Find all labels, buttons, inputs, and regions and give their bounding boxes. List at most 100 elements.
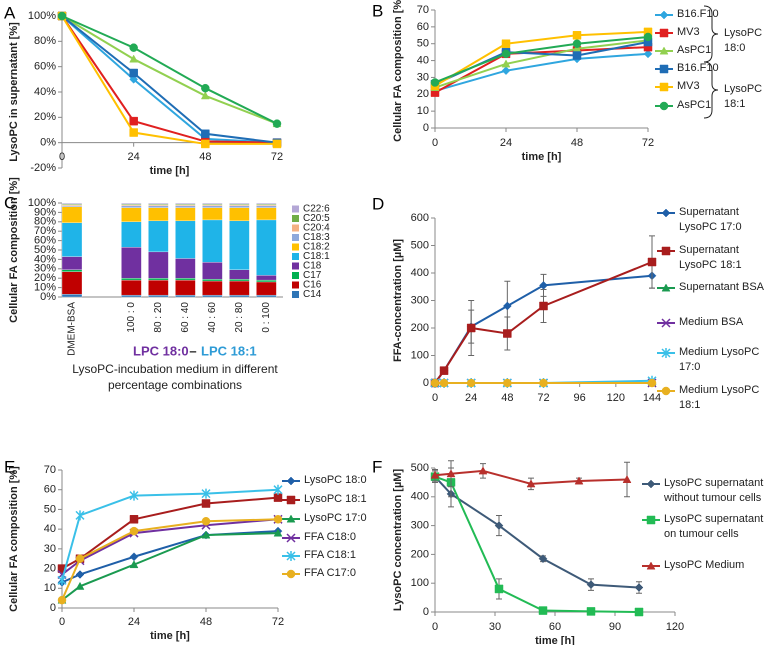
legend-symbol xyxy=(661,318,671,328)
legend-symbol xyxy=(661,283,671,292)
series-line xyxy=(434,30,649,87)
y-tick-label: 40% xyxy=(34,253,56,265)
bracket xyxy=(703,61,719,119)
legend-label: Supernatant LysoPC 17:0 xyxy=(679,206,742,233)
bar-segment xyxy=(175,279,196,296)
legend-label: C16 xyxy=(303,280,322,291)
data-point xyxy=(273,515,283,524)
y-tick-label: 50 xyxy=(417,38,429,50)
y-tick-label: 0 xyxy=(423,606,429,618)
bar-segment xyxy=(61,222,83,257)
x-axis-label: time [h] xyxy=(535,635,575,645)
data-point xyxy=(129,68,138,78)
y-tick-label: -20% xyxy=(30,162,56,174)
y-tick-label: 400 xyxy=(411,491,429,503)
x-tick-label: 72 xyxy=(642,137,654,149)
y-axis-label: LysoPC concentration [µM] xyxy=(392,469,404,612)
legend-label: Medium BSA xyxy=(679,316,744,328)
legend-symbol xyxy=(661,246,671,256)
bar-segment xyxy=(121,202,142,205)
series-line xyxy=(61,530,279,584)
data-point xyxy=(430,470,440,479)
data-point xyxy=(75,554,85,563)
legend-label: LysoPC 17:0 xyxy=(304,512,367,524)
y-tick-label: 30 xyxy=(44,543,56,555)
series-line xyxy=(61,15,278,125)
legend-label: MV3 xyxy=(677,26,700,38)
data-point xyxy=(643,32,653,42)
panel-letter: A xyxy=(4,3,16,22)
x-axis-label: LysoPC-incubation medium in different pe… xyxy=(72,362,278,392)
y-tick-label: 20 xyxy=(417,88,429,100)
data-point xyxy=(643,49,653,59)
legend-symbol xyxy=(646,479,656,489)
legend-symbol xyxy=(286,476,296,486)
data-point xyxy=(539,301,548,311)
data-point xyxy=(129,43,138,52)
y-tick-label: 20% xyxy=(34,272,56,284)
x-tick-label: 48 xyxy=(199,151,211,163)
bar-segment xyxy=(229,269,250,280)
data-point xyxy=(647,378,657,388)
bar-segment xyxy=(61,294,83,298)
data-point xyxy=(272,139,282,149)
y-tick-label: 500 xyxy=(411,462,429,474)
bar-segment xyxy=(175,207,196,222)
legend-symbol xyxy=(659,64,669,74)
bar-segment xyxy=(256,219,277,276)
legend-label: C18:3 xyxy=(303,232,330,243)
bar-segment xyxy=(256,294,277,298)
bar-segment xyxy=(175,294,196,298)
data-point xyxy=(572,51,582,60)
legend-label: LysoPC supernatant without tumour cells xyxy=(664,477,764,504)
y-tick-label: 40% xyxy=(34,86,56,98)
bar-segment xyxy=(256,279,277,283)
legend-symbol xyxy=(286,495,296,505)
bar-segment xyxy=(202,278,223,282)
y-tick-label: 40 xyxy=(417,54,429,66)
y-tick-label: 70 xyxy=(44,464,56,476)
annotation: LPC 18:1 xyxy=(201,343,257,358)
x-axis-label: time [h] xyxy=(522,151,562,163)
bar-segment xyxy=(175,258,196,279)
bar-segment xyxy=(229,294,250,298)
legend-label: C20:5 xyxy=(303,213,330,224)
legend-label: C18:1 xyxy=(303,251,330,262)
x-tick-label: 48 xyxy=(501,392,513,404)
data-point xyxy=(129,116,138,126)
annotation: LysoPC 18:0 xyxy=(724,27,763,54)
legend-symbol xyxy=(292,291,299,298)
x-tick-label: 144 xyxy=(643,392,661,404)
data-point xyxy=(201,517,211,526)
x-tick-label: 72 xyxy=(537,392,549,404)
data-point xyxy=(572,39,582,48)
data-point xyxy=(586,580,596,589)
legend-symbol xyxy=(292,234,299,241)
legend-symbol xyxy=(661,348,671,358)
data-point xyxy=(503,378,512,388)
legend-label: MV3 xyxy=(677,80,700,92)
bar-segment xyxy=(229,202,250,205)
x-tick-label: 0 xyxy=(59,151,65,163)
legend-symbol xyxy=(292,253,299,260)
legend-symbol xyxy=(292,224,299,232)
panel-letter: C xyxy=(4,193,16,212)
data-point xyxy=(494,584,504,594)
bar-segment xyxy=(202,207,223,221)
y-tick-label: 40 xyxy=(44,523,56,535)
bar-segment xyxy=(121,205,142,208)
data-point xyxy=(586,607,596,616)
data-point xyxy=(574,476,584,485)
legend-label: C18:2 xyxy=(303,242,330,253)
annotation: LysoPC 18:1 xyxy=(724,83,763,110)
y-axis-label: Cellular FA composition [%] xyxy=(8,466,20,612)
annotation: LPC 18:0 xyxy=(133,343,189,358)
legend-label: LysoPC Medium xyxy=(664,559,745,571)
data-point xyxy=(501,49,511,59)
legend-label: C14 xyxy=(303,289,322,300)
legend-symbol xyxy=(286,569,296,579)
data-point xyxy=(273,484,283,495)
legend-label: C17 xyxy=(303,270,322,281)
data-point xyxy=(466,378,476,388)
